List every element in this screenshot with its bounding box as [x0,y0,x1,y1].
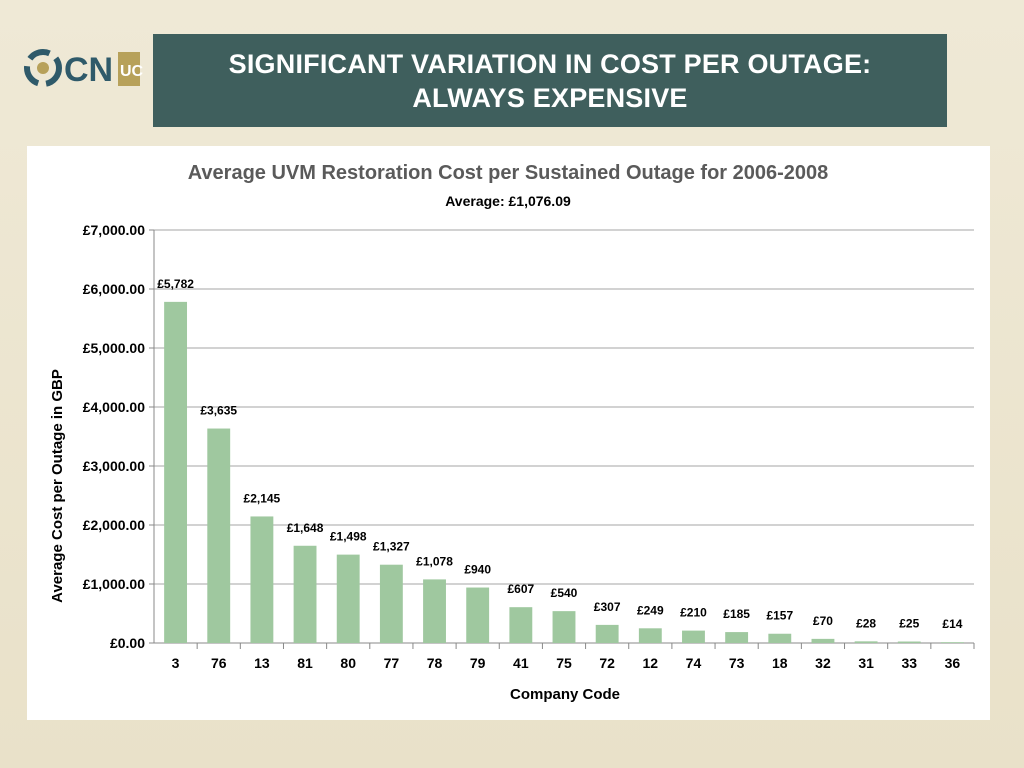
x-tick-label: 74 [686,655,702,671]
recycle-arrows-icon [24,49,62,87]
y-tick-label: £2,000.00 [83,517,145,533]
data-label: £5,782 [157,277,194,291]
chart-subtitle: Average: £1,076.09 [445,193,571,209]
bar-36 [940,642,964,643]
cnuc-logo: CN UC [24,49,144,89]
x-tick-label: 81 [297,655,313,671]
data-label: £307 [594,600,621,614]
data-label: £70 [813,614,833,628]
bar-78 [423,579,446,643]
x-tick-label: 73 [729,655,745,671]
slide-title-line2: ALWAYS EXPENSIVE [412,82,688,113]
x-tick-label: 18 [772,655,788,671]
bar-32 [811,638,835,643]
y-tick-label: £7,000.00 [83,222,145,238]
x-tick-label: 3 [172,655,180,671]
bar-72 [595,624,619,643]
y-tick-label: £4,000.00 [83,399,145,415]
y-tick-label: £5,000.00 [83,340,145,356]
bar-81 [293,545,317,643]
data-label: £2,145 [244,491,281,505]
x-tick-label: 33 [901,655,917,671]
y-tick-label: £3,000.00 [83,458,145,474]
data-label: £1,498 [330,530,367,544]
x-tick-label: 78 [427,655,443,671]
logo-small-text: UC [120,63,144,80]
slide-title: SIGNIFICANT VARIATION IN COST PER OUTAGE… [153,34,947,127]
y-tick-label: £1,000.00 [83,576,145,592]
bar-3 [164,301,188,643]
data-label: £185 [723,607,750,621]
data-label: £607 [507,582,534,596]
x-tick-label: 80 [340,655,356,671]
x-tick-label: 72 [599,655,615,671]
bar-13 [250,516,274,643]
x-tick-label: 75 [556,655,572,671]
x-tick-label: 36 [945,655,961,671]
data-label: £28 [856,616,876,630]
bar-75 [552,611,576,643]
bar-31 [854,641,878,643]
data-label: £210 [680,606,707,620]
x-tick-label: 13 [254,655,270,671]
bar-73 [725,632,749,643]
x-tick-label: 76 [211,655,227,671]
bar-chart: Average UVM Restoration Cost per Sustain… [49,162,975,703]
logo-text: CN [64,51,113,89]
data-label: £940 [464,563,491,577]
data-label: £1,327 [373,540,410,554]
data-label: £157 [766,609,793,623]
data-label: £25 [899,617,919,631]
y-axis-label: Average Cost per Outage in GBP [49,369,66,603]
data-label: £1,078 [416,554,453,568]
x-tick-label: 77 [384,655,400,671]
bar-41 [509,607,533,643]
data-label: £3,635 [200,404,237,418]
x-tick-label: 12 [643,655,659,671]
bar-18 [768,633,792,643]
bar-79 [466,587,490,643]
data-label: £14 [942,617,962,631]
bar-76 [207,428,231,643]
data-label: £249 [637,603,664,617]
y-tick-label: £0.00 [110,635,145,651]
x-tick-label: 32 [815,655,831,671]
bar-80 [336,554,360,643]
y-tick-label: £6,000.00 [83,281,145,297]
bar-77 [379,564,403,643]
x-tick-label: 31 [858,655,874,671]
x-tick-label: 41 [513,655,529,671]
x-tick-label: 79 [470,655,486,671]
bar-12 [638,628,662,643]
bar-74 [682,630,705,643]
chart-panel: Average UVM Restoration Cost per Sustain… [27,146,990,720]
data-label: £1,648 [287,521,324,535]
x-axis-label: Company Code [510,686,620,703]
chart-title: Average UVM Restoration Cost per Sustain… [188,162,829,184]
slide-title-line1: SIGNIFICANT VARIATION IN COST PER OUTAGE… [228,48,872,79]
data-label: £540 [551,586,578,600]
bar-33 [897,641,921,643]
